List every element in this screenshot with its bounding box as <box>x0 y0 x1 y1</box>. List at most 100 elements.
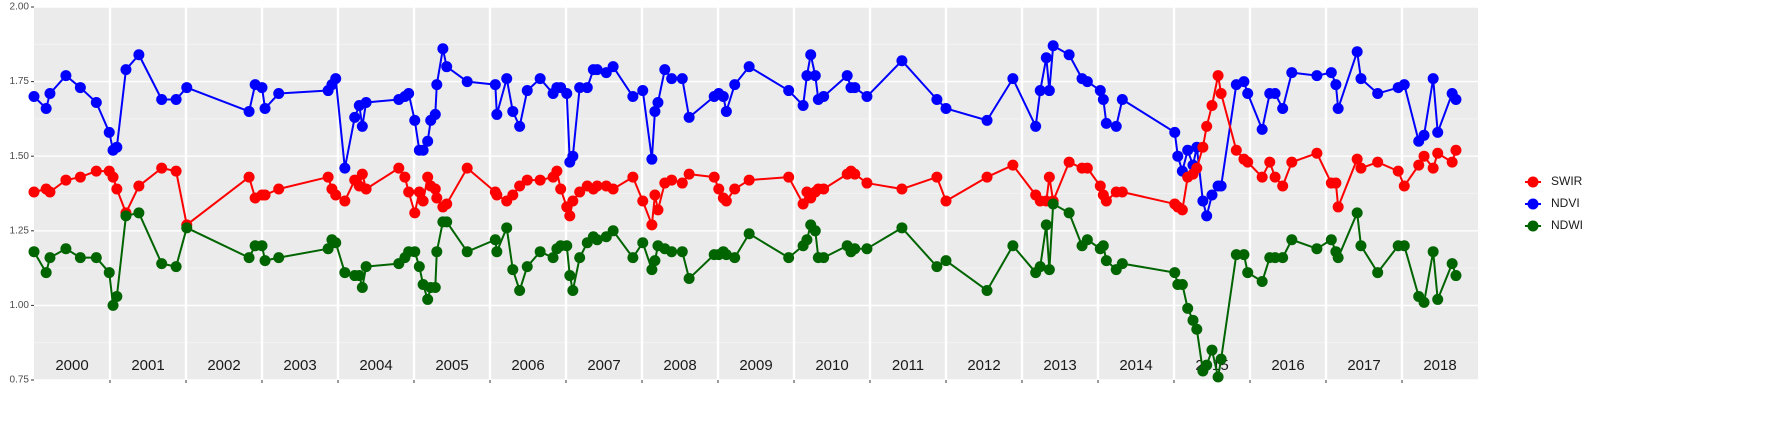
data-point <box>1432 293 1444 305</box>
data-point <box>273 252 285 264</box>
year-label: 2014 <box>1119 357 1152 374</box>
data-point <box>111 290 123 302</box>
data-point <box>44 88 56 100</box>
data-point <box>1264 156 1276 168</box>
data-point <box>60 70 72 82</box>
data-point <box>1215 353 1227 365</box>
data-point <box>107 299 119 311</box>
year-label: 2004 <box>359 357 392 374</box>
data-point <box>1311 70 1323 82</box>
data-point <box>44 186 56 198</box>
data-point <box>567 195 579 207</box>
year-label: 2007 <box>587 357 620 374</box>
data-point <box>1427 162 1439 174</box>
data-point <box>783 252 795 264</box>
data-point <box>507 105 519 117</box>
legend-label: NDWI <box>1551 218 1583 232</box>
data-point <box>1043 171 1055 183</box>
data-point <box>940 255 952 267</box>
data-point <box>243 171 255 183</box>
data-point <box>322 171 334 183</box>
data-point <box>743 228 755 240</box>
data-point <box>60 174 72 186</box>
data-point <box>507 264 519 276</box>
data-point <box>591 234 603 246</box>
data-point <box>409 207 421 219</box>
data-point <box>1169 267 1181 279</box>
data-point <box>360 183 372 195</box>
data-point <box>708 171 720 183</box>
data-point <box>567 150 579 162</box>
data-point <box>403 186 415 198</box>
data-point <box>489 79 501 91</box>
data-point <box>491 189 503 201</box>
data-point <box>564 270 576 282</box>
data-point <box>1197 195 1209 207</box>
data-point <box>330 237 342 249</box>
data-point <box>1034 261 1046 273</box>
data-point <box>501 222 513 234</box>
data-point <box>1047 40 1059 52</box>
data-point <box>1040 219 1052 231</box>
data-point <box>431 192 443 204</box>
data-point <box>28 91 40 103</box>
data-point <box>1242 267 1254 279</box>
data-point <box>1325 234 1337 246</box>
data-point <box>1176 279 1188 291</box>
data-point <box>637 85 649 97</box>
data-point <box>1176 204 1188 216</box>
data-point <box>107 171 119 183</box>
data-point <box>607 183 619 195</box>
data-point <box>1100 195 1112 207</box>
data-point <box>1215 180 1227 192</box>
data-point <box>1201 359 1213 371</box>
data-point <box>1427 246 1439 258</box>
data-point <box>729 79 741 91</box>
year-label: 2017 <box>1347 357 1380 374</box>
data-point <box>720 249 732 261</box>
data-point <box>360 261 372 273</box>
data-point <box>1212 371 1224 383</box>
data-point <box>1206 189 1218 201</box>
data-point <box>1332 201 1344 213</box>
data-point <box>74 171 86 183</box>
data-point <box>1169 126 1181 138</box>
data-point <box>607 61 619 73</box>
data-point <box>1355 73 1367 85</box>
year-label: 2013 <box>1043 357 1076 374</box>
data-point <box>1172 150 1184 162</box>
data-point <box>273 183 285 195</box>
data-point <box>521 85 533 97</box>
data-point <box>181 222 193 234</box>
data-point <box>1007 73 1019 85</box>
legend-marker <box>1527 220 1539 232</box>
data-point <box>90 96 102 108</box>
data-point <box>849 243 861 255</box>
data-point <box>1094 85 1106 97</box>
data-point <box>981 284 993 296</box>
data-point <box>659 64 671 76</box>
data-point <box>1325 67 1337 79</box>
data-point <box>861 177 873 189</box>
data-point <box>1030 120 1042 132</box>
data-point <box>1081 234 1093 246</box>
data-point <box>256 82 268 94</box>
data-point <box>40 102 52 114</box>
data-point <box>849 82 861 94</box>
data-point <box>581 82 593 94</box>
data-point <box>243 252 255 264</box>
data-point <box>156 162 168 174</box>
data-point <box>627 91 639 103</box>
data-point <box>259 255 271 267</box>
data-point <box>534 174 546 186</box>
year-label: 2012 <box>967 357 1000 374</box>
data-point <box>1230 144 1242 156</box>
data-point <box>1277 180 1289 192</box>
data-point <box>1256 276 1268 288</box>
data-point <box>1332 102 1344 114</box>
data-point <box>676 73 688 85</box>
data-point <box>1212 70 1224 82</box>
data-point <box>521 174 533 186</box>
data-point <box>676 177 688 189</box>
year-label: 2005 <box>435 357 468 374</box>
